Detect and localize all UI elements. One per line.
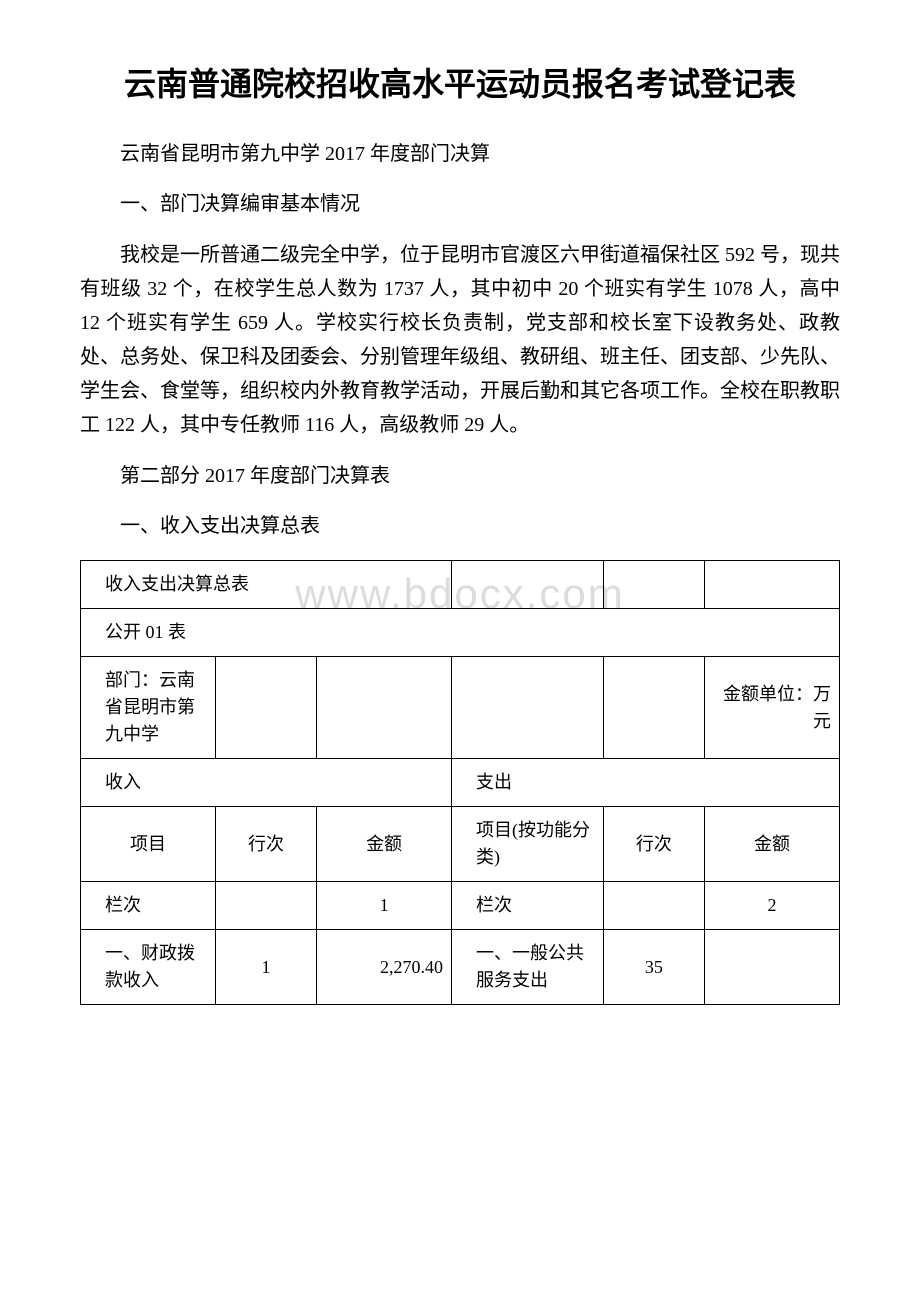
table-row: 收入支出决算总表	[81, 561, 840, 609]
section2-heading: 第二部分 2017 年度部门决算表	[80, 460, 840, 492]
row1-amount-cell: 2,270.40	[317, 930, 452, 1005]
dept-label-cell: 部门：云南省昆明市第九中学	[81, 657, 216, 759]
section2-subheading: 一、收入支出决算总表	[80, 510, 840, 542]
table-row: 项目 行次 金额 项目(按功能分类) 行次 金额	[81, 807, 840, 882]
expense-header-cell: 支出	[452, 759, 840, 807]
table-cell-empty	[452, 657, 604, 759]
table-cell-empty	[317, 657, 452, 759]
table-row: 收入 支出	[81, 759, 840, 807]
document-subtitle: 云南省昆明市第九中学 2017 年度部门决算	[80, 138, 840, 170]
unit-label-cell: 金额单位：万元	[705, 657, 840, 759]
body-paragraph: 我校是一所普通二级完全中学，位于昆明市官渡区六甲街道福保社区 592 号，现共有…	[80, 238, 840, 442]
table-row: 公开 01 表	[81, 609, 840, 657]
table-title-cell: 收入支出决算总表	[81, 561, 452, 609]
table-cell-empty	[603, 657, 704, 759]
col-project-func-cell: 项目(按功能分类)	[452, 807, 604, 882]
col-amount-cell: 金额	[317, 807, 452, 882]
document-title: 云南普通院校招收高水平运动员报名考试登记表	[80, 60, 840, 108]
table-cell-empty	[215, 657, 316, 759]
section1-heading: 一、部门决算编审基本情况	[80, 188, 840, 220]
budget-table: 收入支出决算总表 公开 01 表 部门：云南省昆明市第九中学 金额单位：万元 收…	[80, 560, 840, 1005]
col-rownum2-cell: 行次	[603, 807, 704, 882]
table-row: 一、财政拨款收入 1 2,270.40 一、一般公共服务支出 35	[81, 930, 840, 1005]
col-rownum-cell: 行次	[215, 807, 316, 882]
row1-item-cell: 一、财政拨款收入	[81, 930, 216, 1005]
col-val2-cell: 2	[705, 882, 840, 930]
table-row: 部门：云南省昆明市第九中学 金额单位：万元	[81, 657, 840, 759]
income-header-cell: 收入	[81, 759, 452, 807]
table-cell-empty	[215, 882, 316, 930]
table-cell-empty	[603, 882, 704, 930]
row1-num2-cell: 35	[603, 930, 704, 1005]
col-label-cell: 栏次	[81, 882, 216, 930]
col-label2-cell: 栏次	[452, 882, 604, 930]
table-cell-empty	[452, 561, 604, 609]
col-val1-cell: 1	[317, 882, 452, 930]
row1-num-cell: 1	[215, 930, 316, 1005]
col-project-cell: 项目	[81, 807, 216, 882]
table-cell-empty	[705, 561, 840, 609]
row1-item2-cell: 一、一般公共服务支出	[452, 930, 604, 1005]
row1-amount2-cell	[705, 930, 840, 1005]
table-row: 栏次 1 栏次 2	[81, 882, 840, 930]
col-amount2-cell: 金额	[705, 807, 840, 882]
form-code-cell: 公开 01 表	[81, 609, 840, 657]
table-cell-empty	[603, 561, 704, 609]
